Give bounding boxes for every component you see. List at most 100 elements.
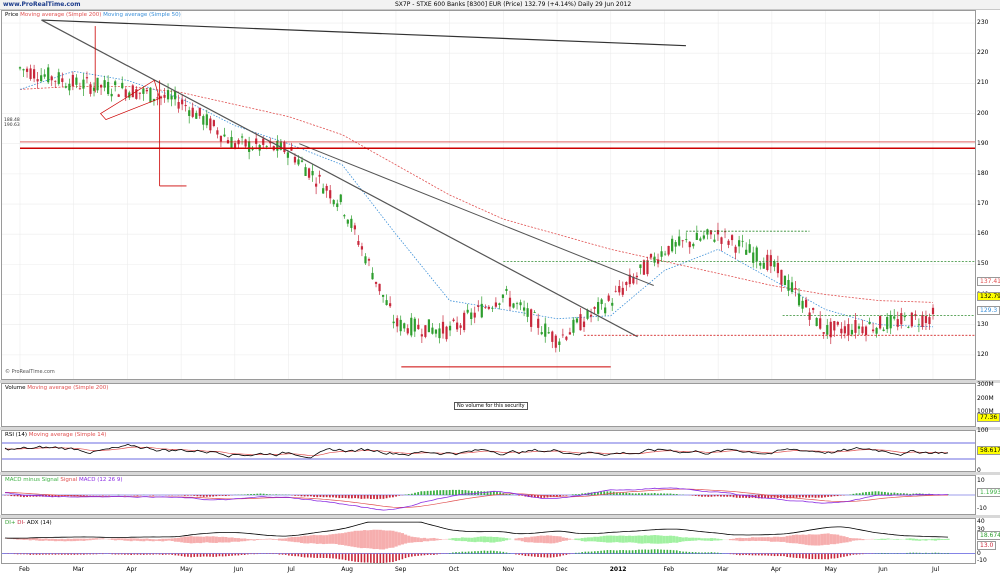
macd-hist-bar [489, 491, 492, 495]
macd-hist-bar [767, 495, 770, 499]
di-diff-bar [780, 553, 782, 557]
candle-body [54, 80, 57, 82]
macd-hist-bar [877, 491, 880, 495]
adx-pane[interactable]: DI+ DI- ADX (14) [1, 518, 976, 564]
di-diff-bar [196, 553, 199, 557]
di-spread-bar [325, 535, 329, 544]
pane-separator[interactable] [0, 380, 1000, 383]
pane-separator[interactable] [0, 472, 1000, 475]
price-tick-label: 160 [977, 230, 989, 238]
di-spread-bar [240, 538, 244, 542]
di-spread-bar [937, 538, 941, 541]
legend-di-plus: DI+ [5, 520, 16, 526]
macd-hist-bar [76, 495, 79, 497]
macd-hist-bar [653, 492, 656, 495]
macd-hist-bar [373, 495, 375, 499]
di-diff-bar [357, 553, 360, 563]
macd-pane[interactable]: MACD minus Signal Signal MACD (12 26 9) [1, 475, 976, 515]
di-spread-bar [728, 539, 732, 541]
rsi-line [4, 443, 949, 459]
macd-hist-bar [716, 495, 719, 497]
candle-body [473, 312, 476, 318]
macd-hist-bar [789, 495, 792, 499]
di-diff-bar [417, 553, 419, 556]
candle-body [385, 300, 388, 306]
di-spread-bar [457, 538, 461, 541]
macd-hist-bar [707, 495, 710, 497]
candle-body [921, 314, 924, 327]
di-spread-bar [659, 535, 663, 544]
pane-separator[interactable] [0, 427, 1000, 430]
candle-body [512, 303, 515, 308]
legend-rsi-ma: Moving average (Simple 14) [28, 432, 107, 438]
di-diff-bar [38, 553, 41, 555]
di-spread-bar [57, 539, 61, 542]
di-spread-bar [549, 535, 553, 544]
time-axis[interactable]: Feb Mar Apr May Jun Jul Aug Sep Oct Nov Dec 2012 Feb… [0, 565, 1000, 575]
macd-hist-bar [57, 495, 60, 497]
di-spread-bar [44, 538, 48, 541]
rsi-pane[interactable]: RSI (14) Moving average (Simple 14) [1, 430, 976, 472]
macd-hist-bar [839, 495, 842, 496]
di-spread-bar [189, 536, 193, 544]
di-diff-bar [754, 553, 757, 556]
di-spread-bar [703, 538, 707, 541]
macd-hist-bar [322, 495, 325, 498]
macd-hist-bar [675, 494, 678, 495]
di-diff-bar [713, 552, 716, 554]
candle-body [142, 88, 145, 94]
di-spread-bar [224, 537, 228, 543]
macd-hist-bar [19, 495, 22, 497]
macd-hist-bar [341, 495, 344, 498]
macd-hist-bar [187, 495, 189, 496]
di-spread-bar [880, 538, 884, 540]
candle-body [815, 317, 818, 326]
di-diff-bar [187, 553, 189, 557]
candle-body [191, 107, 194, 117]
di-spread-bar [590, 537, 594, 542]
rsi-legend: RSI (14) Moving average (Simple 14) [5, 432, 106, 438]
legend-ma50: Moving average (Simple 50) [103, 12, 181, 18]
di-spread-bar [700, 538, 704, 541]
di-diff-bar [67, 553, 69, 555]
candle-body [635, 275, 638, 278]
macd-hist-bar [313, 495, 315, 497]
di-diff-bar [622, 550, 624, 554]
macd-hist-bar [761, 495, 763, 499]
di-spread-bar [766, 537, 770, 542]
di-spread-bar [501, 537, 505, 542]
macd-hist-bar [786, 495, 789, 499]
di-diff-bar [578, 552, 580, 554]
x-tick-label: Sep [394, 566, 407, 573]
di-spread-bar [489, 536, 493, 543]
di-spread-bar [665, 535, 669, 544]
macd-hist-bar [704, 495, 707, 497]
di-spread-bar [88, 538, 92, 541]
candle-body [790, 282, 794, 292]
di-spread-bar [375, 529, 379, 549]
candle-body [530, 309, 533, 327]
pane-separator[interactable] [0, 515, 1000, 518]
macd-hist-bar [338, 495, 341, 499]
macd-hist-bar [729, 495, 732, 497]
di-spread-bar [394, 531, 398, 547]
candle-body [572, 319, 575, 333]
di-spread-bar [217, 537, 222, 543]
volume-pane[interactable]: Volume Moving average (Simple 200) No vo… [1, 383, 976, 427]
price-pane[interactable]: Price Moving average (Simple 200) Moving… [1, 10, 976, 380]
di-diff-bar [48, 553, 50, 555]
level-tag-2: 190.63 [4, 123, 20, 128]
di-diff-bar [527, 553, 530, 557]
di-spread-bar [798, 534, 802, 544]
di-diff-bar [641, 549, 643, 554]
candle-body [378, 283, 381, 292]
macd-hist-bar [770, 495, 773, 498]
di-diff-bar [146, 553, 148, 555]
di-spread-bar [186, 536, 190, 543]
macd-hist-bar [660, 493, 662, 495]
macd-hist-bar [817, 495, 820, 498]
candle-body [374, 281, 378, 284]
candle-body [741, 240, 744, 242]
di-spread-bar [255, 539, 259, 541]
macd-hist-bar [256, 493, 259, 495]
